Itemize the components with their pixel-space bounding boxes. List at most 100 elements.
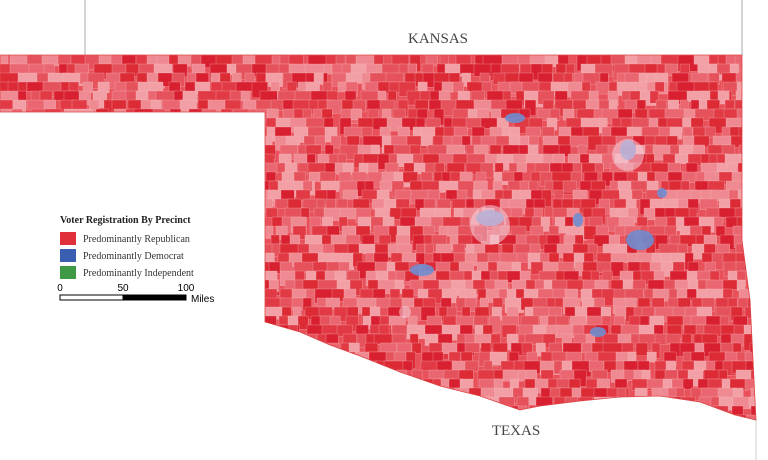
precinct xyxy=(610,252,631,263)
precinct xyxy=(95,414,106,420)
precinct xyxy=(64,342,79,355)
precinct xyxy=(187,180,199,191)
precinct xyxy=(557,414,569,420)
precinct xyxy=(457,405,475,416)
precinct xyxy=(234,189,254,202)
precinct xyxy=(28,315,50,326)
precinct xyxy=(704,126,716,138)
precinct xyxy=(471,405,488,419)
precinct xyxy=(184,117,203,134)
precinct xyxy=(363,369,374,383)
precinct xyxy=(27,288,49,305)
precinct xyxy=(226,189,242,205)
precinct xyxy=(22,333,36,352)
precinct xyxy=(742,117,753,135)
precinct xyxy=(151,342,173,353)
precinct xyxy=(572,189,588,200)
precinct xyxy=(182,189,201,203)
precinct xyxy=(232,108,251,121)
precinct xyxy=(31,306,51,319)
precinct xyxy=(136,171,159,185)
precinct xyxy=(68,81,79,92)
precinct xyxy=(8,396,23,408)
precinct xyxy=(0,144,10,155)
precinct xyxy=(539,424,560,439)
precinct xyxy=(567,414,586,420)
precinct xyxy=(148,405,164,420)
precinct xyxy=(197,360,215,377)
precinct xyxy=(460,414,479,420)
precinct xyxy=(152,324,163,341)
precinct xyxy=(161,369,183,386)
precinct xyxy=(359,424,370,433)
precinct xyxy=(242,225,261,238)
precinct xyxy=(732,315,748,326)
precinct xyxy=(228,279,242,295)
precinct xyxy=(323,117,334,128)
precinct xyxy=(265,405,282,420)
precinct xyxy=(254,333,264,347)
precinct xyxy=(59,189,81,208)
precinct xyxy=(145,414,156,420)
precinct xyxy=(75,189,98,207)
precinct xyxy=(235,288,254,306)
precinct xyxy=(273,369,288,385)
precinct xyxy=(325,387,344,402)
precinct xyxy=(190,306,202,324)
precinct xyxy=(269,396,282,414)
precinct xyxy=(541,189,552,207)
precinct xyxy=(87,279,100,295)
precinct xyxy=(84,189,105,204)
precinct xyxy=(167,378,183,396)
precinct xyxy=(40,424,50,438)
precinct xyxy=(95,306,107,322)
precinct xyxy=(254,243,265,254)
precinct xyxy=(276,342,293,353)
precinct xyxy=(207,153,222,165)
precinct xyxy=(435,261,453,273)
precinct xyxy=(143,162,166,174)
precinct xyxy=(747,297,756,312)
precinct xyxy=(312,396,326,414)
precinct xyxy=(162,162,178,178)
precinct xyxy=(757,163,768,172)
precinct xyxy=(388,424,409,433)
precinct xyxy=(40,270,59,286)
precinct xyxy=(243,180,257,191)
precinct xyxy=(216,396,239,413)
precinct xyxy=(222,333,239,349)
precinct xyxy=(626,126,642,137)
precinct xyxy=(646,351,657,363)
precinct xyxy=(99,189,115,208)
precinct xyxy=(193,378,206,389)
precinct xyxy=(14,378,34,391)
precinct xyxy=(0,135,17,147)
precinct xyxy=(304,369,325,381)
precinct xyxy=(90,324,101,342)
precinct xyxy=(641,405,654,420)
precinct xyxy=(284,424,297,435)
precinct xyxy=(160,387,177,404)
precinct xyxy=(247,117,259,134)
precinct xyxy=(230,243,246,255)
precinct xyxy=(427,387,438,399)
precinct xyxy=(441,81,454,93)
precinct xyxy=(120,306,131,322)
precinct xyxy=(266,414,288,420)
precinct xyxy=(0,315,15,326)
precinct xyxy=(277,405,297,417)
precinct xyxy=(231,378,241,394)
precinct xyxy=(345,369,362,383)
precinct xyxy=(168,117,181,133)
precinct xyxy=(744,424,754,436)
precinct xyxy=(239,234,251,246)
precinct xyxy=(49,324,62,335)
precinct xyxy=(282,369,300,380)
precinct xyxy=(80,360,101,377)
precinct xyxy=(444,396,460,411)
precinct xyxy=(286,351,298,366)
precinct xyxy=(248,108,258,125)
precinct xyxy=(91,315,103,326)
precinct xyxy=(0,153,23,168)
precinct xyxy=(251,234,263,249)
